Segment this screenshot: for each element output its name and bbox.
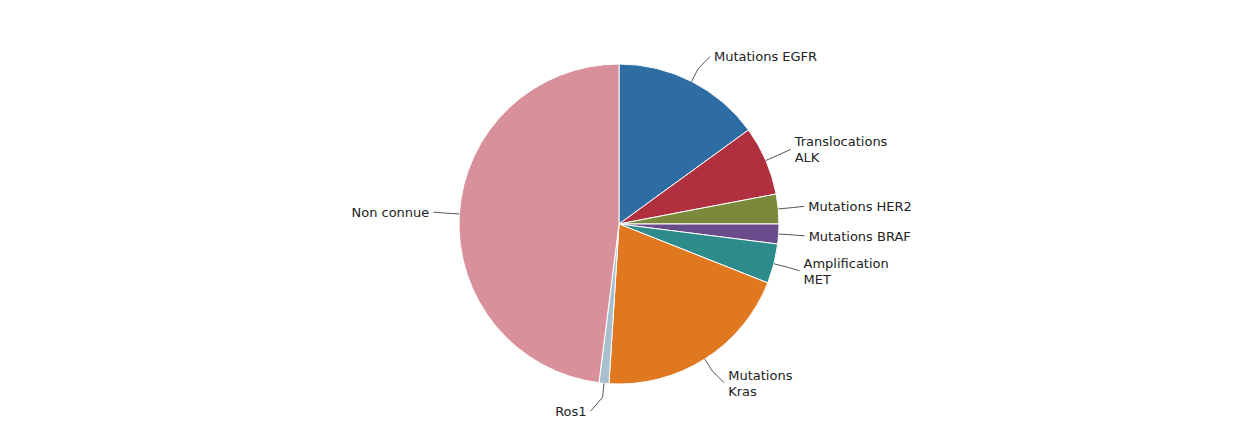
slice-label: Mutations HER2: [808, 199, 912, 214]
leader-line: [778, 206, 804, 209]
slice-label: Ros1: [555, 404, 586, 419]
labels: Mutations EGFR TranslocationsALK Mutations…: [351, 49, 911, 419]
leader-line: [766, 149, 791, 160]
slice: [609, 224, 768, 384]
leader-line: [705, 359, 725, 383]
chart: Mutations EGFR TranslocationsALK Mutations…: [0, 0, 1238, 448]
slice: [619, 194, 779, 224]
chart-container: Mutations EGFR TranslocationsALK Mutations…: [0, 0, 1238, 448]
leader-line: [692, 56, 710, 81]
slice-label: Non connue: [351, 205, 429, 220]
leader-line: [591, 383, 604, 411]
slices: [459, 64, 779, 384]
leader-line: [779, 234, 805, 236]
slice-label: Mutations EGFR: [714, 49, 817, 64]
slice-label: AmplificationMET: [804, 255, 889, 286]
slice-label: Mutations BRAF: [809, 228, 911, 243]
slice-label: TranslocationsALK: [794, 134, 888, 165]
slice-label: MutationsKras: [728, 367, 792, 398]
leaders: [433, 56, 804, 411]
slice: [459, 64, 619, 383]
leader-line: [433, 212, 459, 214]
leader-line: [774, 264, 800, 271]
